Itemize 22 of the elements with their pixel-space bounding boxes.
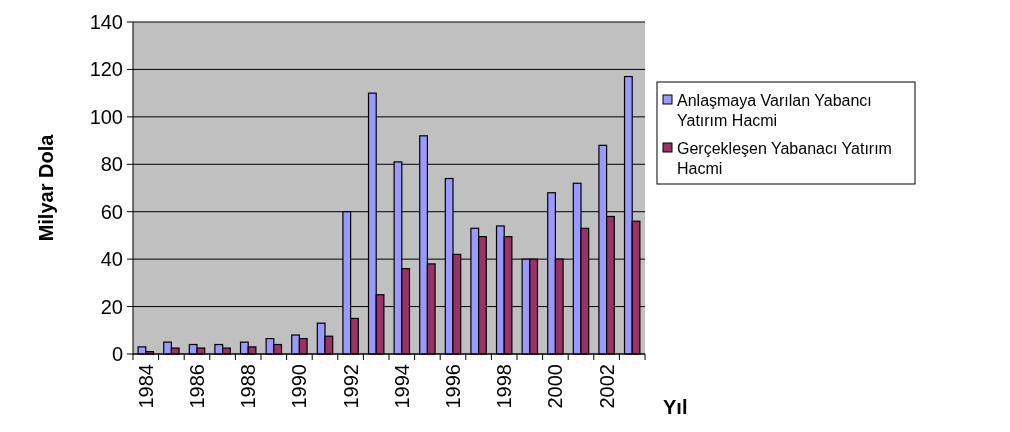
y-tick-label: 80: [100, 153, 123, 176]
x-tick-label: 1984: [134, 364, 157, 409]
x-tick-label: 2000: [544, 364, 567, 409]
x-tick-label: 1990: [288, 364, 311, 409]
y-axis-title: Milyar Dola: [35, 133, 57, 242]
x-tick-label: 1994: [390, 364, 413, 409]
legend-label: Gerçekleşen Yabanacı Yatırım Hacmi: [677, 140, 892, 177]
y-tick-label: 20: [100, 295, 123, 318]
x-tick-label: 2002: [595, 364, 618, 409]
y-tick-label: 60: [100, 200, 123, 223]
x-tick-label: 1996: [442, 364, 464, 409]
y-tick-label: 100: [89, 105, 123, 128]
x-axis-title: Yıl: [663, 396, 688, 418]
x-tick-label: 1992: [339, 364, 362, 409]
legend-label: Anlaşmaya Varılan Yabancı Yatırım Hacmi: [677, 92, 872, 129]
x-tick-label: 1998: [493, 364, 516, 409]
y-tick-label: 140: [89, 11, 123, 33]
x-tick-label: 1988: [237, 364, 260, 409]
x-tick-label: 1986: [186, 364, 208, 409]
y-tick-label: 120: [89, 58, 123, 81]
y-tick-label: 40: [100, 248, 123, 271]
y-tick-label: 0: [111, 343, 123, 365]
